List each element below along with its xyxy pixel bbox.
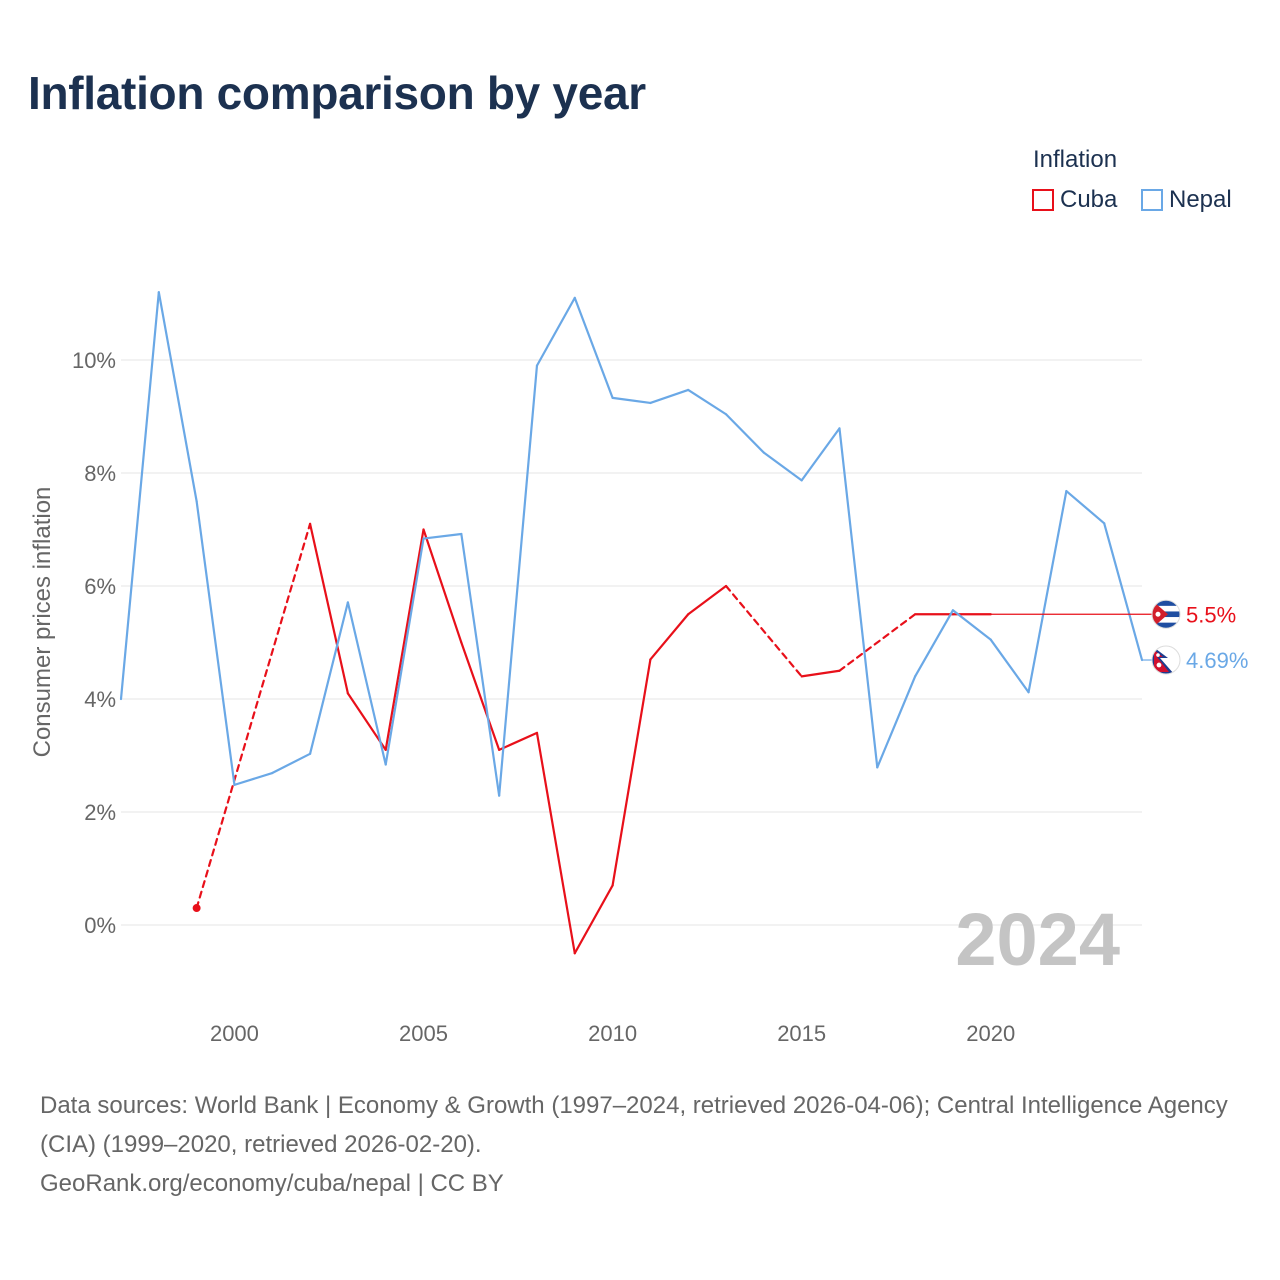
series-segment-cuba xyxy=(724,584,803,678)
series-segment-nepal xyxy=(989,638,1030,694)
line-chart: 0% 2% 4% 6% 8% 10% 2000 2005 2010 2015 2020 Consume… xyxy=(29,291,1248,1046)
series-segment-nepal xyxy=(611,396,652,405)
x-tick-label: 2005 xyxy=(399,1021,448,1046)
series-segment-cuba xyxy=(649,613,690,661)
chart-title: Inflation comparison by year xyxy=(28,67,646,119)
series-segment-nepal xyxy=(119,291,160,701)
legend-title: Inflation xyxy=(1033,146,1118,173)
x-tick-label: 2020 xyxy=(966,1021,1015,1046)
y-tick-label: 4% xyxy=(84,687,116,712)
legend-label-cuba: Cuba xyxy=(1060,186,1118,213)
series-segment-nepal xyxy=(1027,489,1068,694)
source-link[interactable]: GeoRank.org/economy/cuba/nepal | CC BY xyxy=(40,1170,504,1197)
x-tick-label: 2015 xyxy=(777,1021,826,1046)
year-watermark: 2024 xyxy=(955,898,1120,981)
series-segment-cuba xyxy=(800,669,841,678)
series-segment-nepal xyxy=(724,413,765,454)
series-segment-nepal xyxy=(271,752,312,775)
series-segment-nepal xyxy=(308,601,349,755)
series-segment-nepal xyxy=(838,427,879,769)
series-segment-nepal xyxy=(195,500,236,786)
legend-swatch-nepal xyxy=(1141,189,1163,211)
y-tick-label: 0% xyxy=(84,913,116,938)
x-tick-label: 2010 xyxy=(588,1021,637,1046)
series-segment-cuba xyxy=(498,731,539,751)
legend-label-nepal: Nepal xyxy=(1169,186,1232,213)
series-segment-cuba xyxy=(687,584,728,616)
series-segment-nepal xyxy=(649,388,690,405)
series-segment-nepal xyxy=(573,296,614,399)
end-value-label-nepal: 4.69% xyxy=(1186,648,1248,673)
series-cuba xyxy=(195,522,992,955)
y-tick-label: 2% xyxy=(84,800,116,825)
series-segment-cuba xyxy=(573,884,614,955)
source-note: Data sources: World Bank | Economy & Gro… xyxy=(40,1086,1240,1203)
series-segment-cuba xyxy=(422,528,463,644)
series-segment-nepal xyxy=(535,296,576,367)
y-tick-label: 10% xyxy=(72,348,116,373)
series-segment-nepal xyxy=(762,451,803,482)
series-segment-cuba xyxy=(460,641,501,751)
series-segment-cuba xyxy=(384,528,425,751)
series-segment-nepal xyxy=(460,532,501,797)
series-segment-cuba xyxy=(838,613,917,672)
y-tick-label: 6% xyxy=(84,574,116,599)
series-segment-nepal xyxy=(687,388,728,416)
legend-item-nepal[interactable]: Nepal xyxy=(1141,186,1232,214)
series-segment-nepal xyxy=(800,427,841,482)
series-segment-nepal xyxy=(498,364,539,797)
series-segment-nepal xyxy=(384,537,425,766)
cuba-flag-icon xyxy=(1151,599,1181,629)
series-nepal xyxy=(119,291,1144,797)
series-segment-nepal xyxy=(233,771,274,786)
series-segment-cuba xyxy=(611,658,652,887)
legend-item-cuba[interactable]: Cuba xyxy=(1032,186,1117,214)
nepal-flag-icon xyxy=(1151,645,1181,675)
x-tick-label: 2000 xyxy=(210,1021,259,1046)
legend-swatch-cuba xyxy=(1032,189,1054,211)
series-start-marker-cuba xyxy=(192,904,201,913)
series-segment-nepal xyxy=(951,609,992,641)
source-text: Data sources: World Bank | Economy & Gro… xyxy=(40,1092,1228,1158)
y-tick-label: 8% xyxy=(84,461,116,486)
series-segment-cuba xyxy=(535,731,576,955)
series-segment-nepal xyxy=(422,532,463,540)
series-segment-nepal xyxy=(1103,522,1144,662)
series-segment-cuba xyxy=(308,522,349,695)
series-segment-nepal xyxy=(914,609,955,678)
series-segment-cuba xyxy=(195,522,312,910)
series-segment-nepal xyxy=(1065,489,1106,525)
series-segment-nepal xyxy=(876,675,917,769)
end-value-label-cuba: 5.5% xyxy=(1186,602,1236,627)
y-axis-label: Consumer prices inflation xyxy=(29,487,56,758)
series-segment-nepal xyxy=(157,291,198,503)
series-segment-nepal xyxy=(346,601,387,766)
